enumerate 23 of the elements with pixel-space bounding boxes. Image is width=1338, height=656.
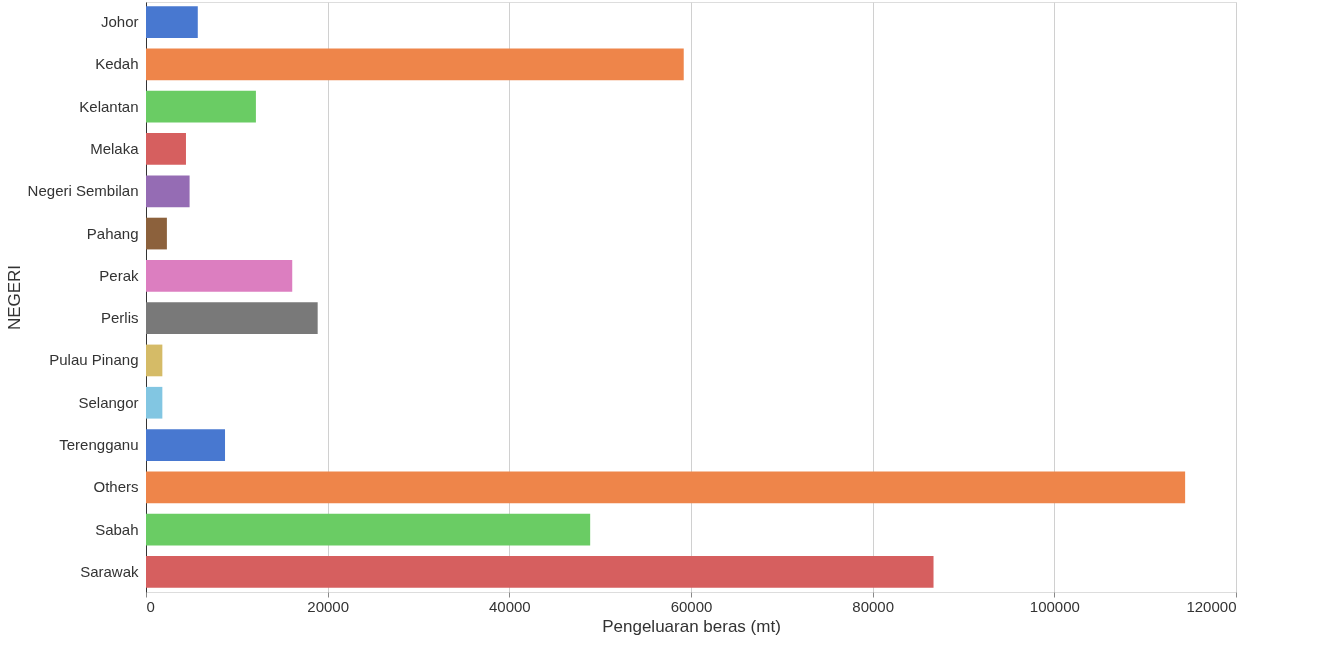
x-tick-label: 40000 <box>488 597 531 615</box>
y-tick-label: Kedah <box>95 55 139 73</box>
y-tick-label: Perak <box>99 266 139 284</box>
y-tick-label: Sarawak <box>80 562 139 580</box>
x-tick-label: 0 <box>146 597 155 615</box>
y-tick-label: Selangor <box>78 393 139 411</box>
y-tick-label: Others <box>93 478 139 496</box>
x-tick-label: 100000 <box>1029 597 1080 615</box>
y-tick-label: Pahang <box>86 224 139 242</box>
y-tick-label: Sabah <box>95 520 139 538</box>
y-tick-label: Kelantan <box>79 97 139 115</box>
y-axis-title: NEGERI <box>4 264 24 331</box>
x-tick-label: 120000 <box>1186 597 1237 615</box>
x-axis-title: Pengeluaran beras (mt) <box>602 616 781 636</box>
y-tick-label: Melaka <box>90 139 140 157</box>
y-tick-label: Pulau Pinang <box>49 351 139 369</box>
y-tick-label: Perlis <box>100 309 139 327</box>
y-tick-label: Negeri Sembilan <box>27 182 139 200</box>
x-tick-label: 20000 <box>307 597 350 615</box>
x-tick-label: 80000 <box>852 597 895 615</box>
y-tick-label: Terengganu <box>59 436 139 454</box>
x-tick-label: 60000 <box>670 597 713 615</box>
y-tick-label: Johor <box>100 13 139 31</box>
